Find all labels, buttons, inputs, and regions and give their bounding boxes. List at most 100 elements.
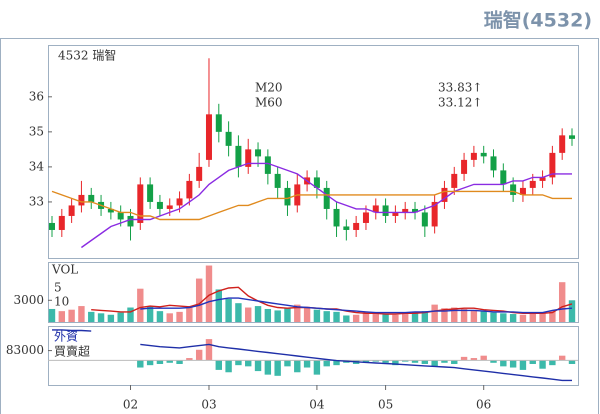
candle-body xyxy=(186,180,193,199)
bar xyxy=(392,360,399,366)
bar xyxy=(549,311,556,322)
bar xyxy=(411,360,419,363)
bar xyxy=(529,360,536,364)
bar xyxy=(107,314,115,322)
bar xyxy=(176,311,183,322)
bar xyxy=(313,309,321,322)
bar xyxy=(490,360,497,363)
candle-body xyxy=(372,205,379,213)
bar xyxy=(519,360,527,370)
candle-body xyxy=(117,212,124,220)
bar xyxy=(362,360,370,363)
candle-body xyxy=(362,212,369,223)
candle-body xyxy=(49,222,55,230)
bar xyxy=(146,306,154,322)
bar xyxy=(500,313,507,322)
bar xyxy=(382,314,389,322)
ma-line xyxy=(51,190,572,221)
bar xyxy=(245,360,252,367)
candle-body xyxy=(166,205,173,209)
bar xyxy=(333,360,340,366)
bar xyxy=(490,312,497,322)
candle-body xyxy=(402,208,409,213)
foreign-panel xyxy=(48,326,579,386)
x-tick-label: 06 xyxy=(476,398,491,412)
bar xyxy=(411,311,419,322)
bar xyxy=(568,360,576,364)
candle-body xyxy=(235,145,242,167)
bar xyxy=(431,304,438,322)
bar xyxy=(343,315,350,322)
candle-body xyxy=(382,205,389,216)
legend-name: M20 xyxy=(255,81,283,95)
bar xyxy=(303,306,311,322)
bar xyxy=(117,312,124,322)
price-panel xyxy=(48,45,579,259)
candle-body xyxy=(245,149,252,167)
candle-body xyxy=(510,184,517,195)
candle-body xyxy=(441,187,448,202)
y-tick-label: 83000 xyxy=(6,343,44,357)
candle-body xyxy=(137,184,144,223)
bar xyxy=(372,360,379,362)
bar xyxy=(323,311,330,322)
x-tick-label: 04 xyxy=(309,398,325,412)
bar xyxy=(539,360,546,369)
bar xyxy=(225,360,232,373)
bar xyxy=(303,360,311,368)
foreign-subtitle: 買賣超 xyxy=(54,344,90,359)
candle-body xyxy=(549,152,556,178)
candle-body xyxy=(569,135,575,139)
candle-body xyxy=(274,173,281,188)
bar xyxy=(235,303,242,322)
bar xyxy=(480,311,487,322)
x-tick-label: 03 xyxy=(201,398,216,412)
bar xyxy=(137,360,144,368)
candle-body xyxy=(539,177,546,181)
candle-body xyxy=(451,173,458,188)
candle-body xyxy=(529,180,536,188)
candle-body xyxy=(421,212,428,227)
candle-body xyxy=(176,198,183,206)
bar xyxy=(451,307,458,322)
bar xyxy=(176,360,183,364)
volume-title: VOL xyxy=(51,263,78,277)
y-tick-label: 34 xyxy=(29,159,45,173)
candle-body xyxy=(147,184,154,202)
bar xyxy=(264,308,272,322)
bar xyxy=(313,360,321,375)
bar xyxy=(245,307,252,322)
bar xyxy=(205,265,213,322)
bar xyxy=(460,308,468,322)
candle-body xyxy=(284,187,291,206)
bar xyxy=(284,307,291,322)
candle-body xyxy=(215,114,222,132)
candle-body xyxy=(205,114,212,160)
bar xyxy=(519,314,527,322)
bar xyxy=(294,304,301,322)
bar xyxy=(137,288,144,322)
bar xyxy=(402,360,409,362)
bar xyxy=(451,360,458,364)
candle-body xyxy=(353,222,360,230)
candle-body xyxy=(343,226,350,230)
bar xyxy=(333,311,340,322)
candle-body xyxy=(255,149,262,157)
y-tick-label: 3000 xyxy=(13,293,44,307)
bar xyxy=(352,314,360,322)
bar xyxy=(254,306,262,322)
candle-body xyxy=(490,156,497,171)
bar xyxy=(235,360,242,366)
candle-body xyxy=(500,170,507,185)
bar xyxy=(509,360,517,368)
bar xyxy=(382,360,389,363)
bar xyxy=(392,314,399,322)
y-tick-label: 36 xyxy=(29,89,44,103)
bar xyxy=(529,313,536,322)
bar xyxy=(58,311,66,322)
bar xyxy=(431,360,438,367)
y-tick-label: 35 xyxy=(29,124,44,138)
bar xyxy=(558,282,566,322)
legend-name: 5 xyxy=(54,281,62,295)
bar xyxy=(549,360,556,366)
